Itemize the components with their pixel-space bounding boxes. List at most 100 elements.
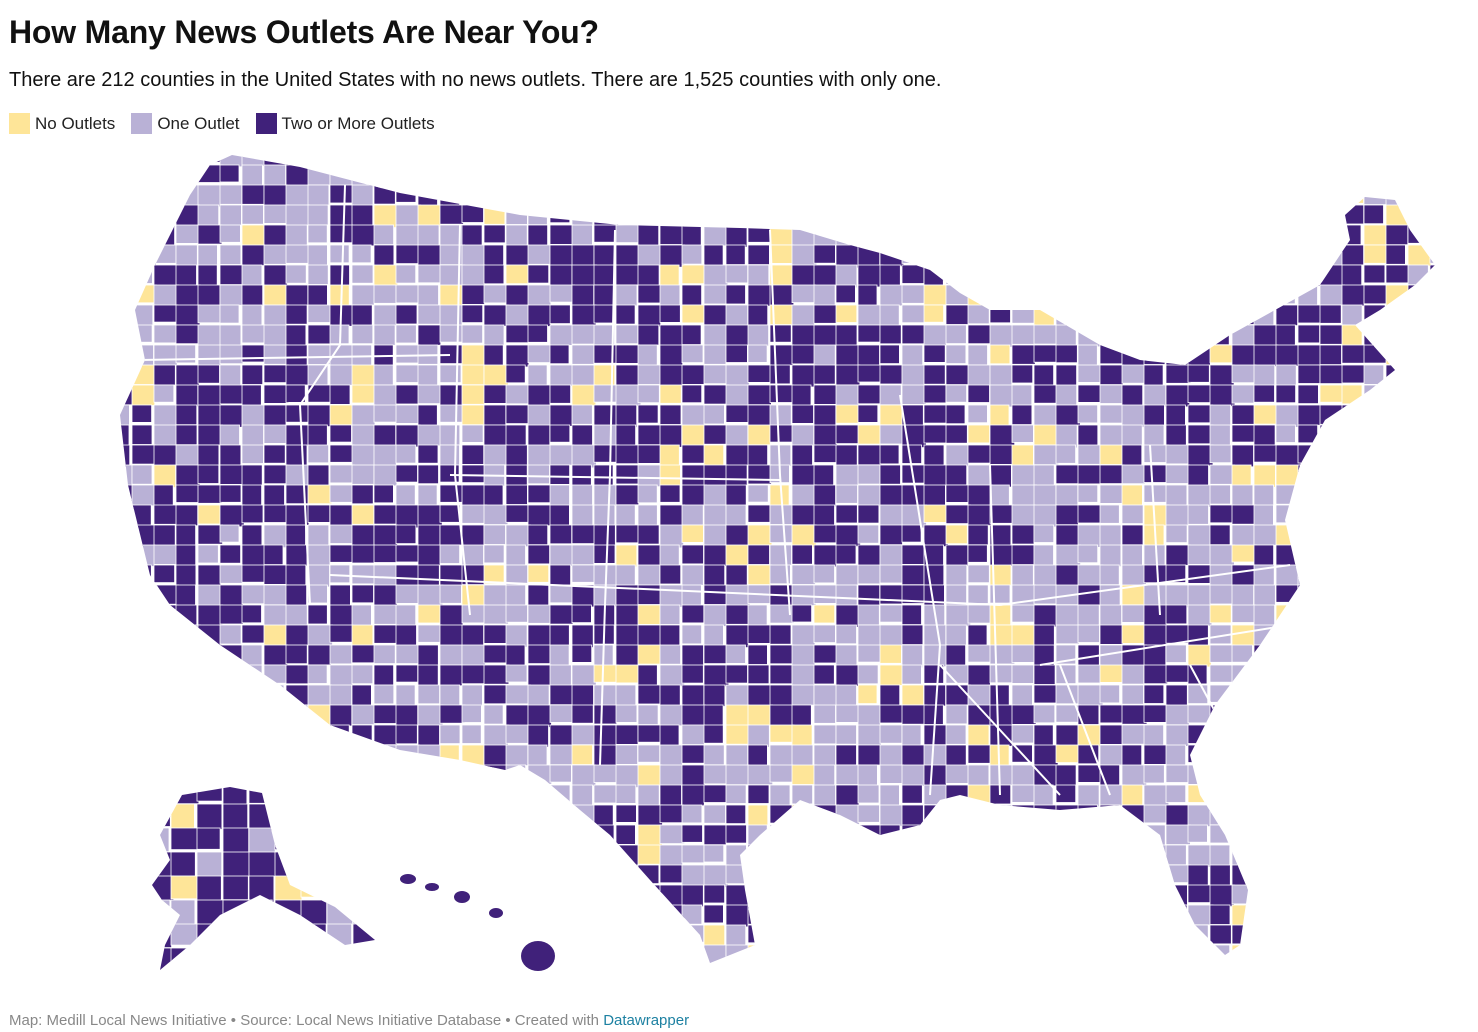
county-cell[interactable] [1033,584,1058,605]
county-cell[interactable] [285,224,308,248]
county-cell[interactable] [461,264,486,288]
county-cell[interactable] [725,844,747,867]
county-cell[interactable] [110,524,130,545]
county-cell[interactable] [1407,424,1430,447]
county-cell[interactable] [1121,744,1143,767]
county-cell[interactable] [197,204,220,226]
county-cell[interactable] [110,145,130,168]
county-cell[interactable] [1165,824,1191,846]
county-cell[interactable] [219,924,240,945]
county-cell[interactable] [1297,224,1323,244]
county-cell[interactable] [1187,744,1211,763]
county-cell[interactable] [285,145,311,165]
county-cell[interactable] [593,164,615,185]
county-cell[interactable] [593,764,619,783]
county-cell[interactable] [1319,424,1345,449]
county-cell[interactable] [879,384,902,406]
county-cell[interactable] [1121,344,1148,369]
county-cell[interactable] [131,424,153,445]
county-cell[interactable] [835,924,859,948]
county-cell[interactable] [373,544,397,563]
county-cell[interactable] [505,304,531,327]
county-cell[interactable] [703,744,725,766]
county-cell[interactable] [814,965,838,983]
county-cell[interactable] [1099,664,1125,683]
county-cell[interactable] [1319,464,1345,484]
county-cell[interactable] [527,704,552,728]
county-cell[interactable] [813,444,839,463]
county-cell[interactable] [131,264,153,284]
county-cell[interactable] [527,204,548,226]
county-cell[interactable] [989,864,1013,884]
county-cell[interactable] [374,965,394,985]
county-cell[interactable] [175,744,198,766]
county-cell[interactable] [549,824,572,846]
county-cell[interactable] [901,604,922,626]
county-cell[interactable] [170,827,200,851]
county-cell[interactable] [439,664,463,687]
county-cell[interactable] [505,244,529,266]
county-cell[interactable] [571,804,595,829]
county-cell[interactable] [813,944,836,966]
county-cell[interactable] [219,404,244,428]
county-cell[interactable] [373,744,398,766]
county-cell[interactable] [659,784,682,806]
county-cell[interactable] [1209,504,1235,524]
county-cell[interactable] [615,224,642,244]
county-cell[interactable] [483,604,509,625]
county-cell[interactable] [241,344,267,363]
county-cell[interactable] [307,544,331,567]
lower-48-states[interactable] [110,145,1455,988]
county-cell[interactable] [791,724,813,747]
county-cell[interactable] [417,384,443,405]
county-cell[interactable] [505,264,529,285]
county-cell[interactable] [439,504,461,523]
county-cell[interactable] [1099,264,1123,288]
county-cell[interactable] [1253,404,1280,425]
county-cell[interactable] [483,684,508,705]
county-cell[interactable] [659,924,681,949]
county-cell[interactable] [373,444,397,468]
county-cell[interactable] [1187,884,1211,904]
county-cell[interactable] [153,664,178,685]
county-cell[interactable] [110,364,132,389]
county-cell[interactable] [1121,364,1146,384]
county-cell[interactable] [329,584,351,607]
county-cell[interactable] [989,804,1013,824]
county-cell[interactable] [1231,504,1257,525]
county-cell[interactable] [549,204,571,224]
county-cell[interactable] [1275,384,1297,404]
county-cell[interactable] [1121,444,1143,466]
county-cell[interactable] [219,464,246,485]
county-cell[interactable] [379,828,405,852]
county-cell[interactable] [1297,664,1320,687]
county-cell[interactable] [222,803,249,830]
county-cell[interactable] [1253,604,1276,627]
county-cell[interactable] [351,384,377,404]
county-cell[interactable] [110,744,135,766]
county-cell[interactable] [1429,804,1453,828]
county-cell[interactable] [285,324,307,347]
county-cell[interactable] [967,804,993,824]
county-cell[interactable] [1033,504,1058,528]
county-cell[interactable] [1165,244,1192,264]
county-cell[interactable] [901,724,922,748]
county-cell[interactable] [615,944,640,966]
county-cell[interactable] [769,164,791,184]
county-cell[interactable] [1341,224,1362,246]
county-cell[interactable] [505,684,532,705]
county-cell[interactable] [747,784,770,804]
county-cell[interactable] [439,244,465,266]
county-cell[interactable] [945,184,970,205]
county-cell[interactable] [967,844,991,865]
county-cell[interactable] [395,145,418,165]
county-cell[interactable] [1407,844,1430,865]
county-cell[interactable] [439,384,464,409]
county-cell[interactable] [945,404,966,425]
county-cell[interactable] [1099,724,1124,745]
county-cell[interactable] [945,384,968,403]
county-cell[interactable] [263,504,288,523]
county-cell[interactable] [307,145,331,165]
county-cell[interactable] [1055,924,1079,945]
county-cell[interactable] [219,624,242,645]
